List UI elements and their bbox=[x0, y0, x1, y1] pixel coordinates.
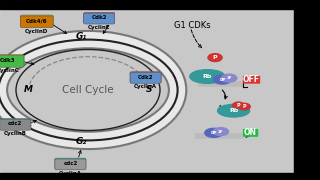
Text: G1 CDKs: G1 CDKs bbox=[174, 21, 211, 30]
Text: CyclinA: CyclinA bbox=[134, 84, 157, 89]
Text: Cell Cycle: Cell Cycle bbox=[62, 85, 114, 95]
Text: Rb: Rb bbox=[229, 108, 238, 113]
Text: P: P bbox=[236, 103, 240, 108]
Text: CyclinE: CyclinE bbox=[88, 25, 110, 30]
FancyBboxPatch shape bbox=[130, 73, 161, 83]
Text: S: S bbox=[146, 86, 152, 94]
Text: 2F: 2F bbox=[226, 76, 232, 80]
Text: cdc2: cdc2 bbox=[63, 161, 77, 166]
Text: ON: ON bbox=[244, 128, 257, 137]
Text: OFF: OFF bbox=[243, 75, 260, 84]
Bar bbox=[0, 173, 320, 180]
Circle shape bbox=[233, 102, 244, 109]
Text: 2F: 2F bbox=[218, 130, 224, 134]
FancyBboxPatch shape bbox=[0, 119, 31, 129]
FancyBboxPatch shape bbox=[0, 56, 24, 67]
Circle shape bbox=[239, 103, 250, 110]
Text: G₂: G₂ bbox=[76, 137, 87, 146]
Bar bbox=[294, 0, 320, 180]
FancyBboxPatch shape bbox=[55, 159, 86, 170]
FancyBboxPatch shape bbox=[55, 158, 86, 169]
Ellipse shape bbox=[213, 128, 228, 136]
Text: Cdk2: Cdk2 bbox=[92, 15, 107, 20]
Ellipse shape bbox=[205, 128, 223, 137]
FancyBboxPatch shape bbox=[20, 15, 53, 27]
Ellipse shape bbox=[221, 74, 237, 82]
Text: P: P bbox=[243, 104, 246, 109]
FancyBboxPatch shape bbox=[84, 12, 115, 23]
Ellipse shape bbox=[190, 70, 225, 83]
Text: CyclinB: CyclinB bbox=[4, 131, 27, 136]
Text: P: P bbox=[213, 55, 217, 60]
FancyBboxPatch shape bbox=[243, 129, 258, 137]
Ellipse shape bbox=[218, 104, 250, 117]
Text: G₁: G₁ bbox=[76, 32, 87, 41]
Text: M: M bbox=[24, 86, 33, 94]
Bar bbox=[0, 0, 320, 9]
Text: Cdk2: Cdk2 bbox=[138, 75, 153, 80]
Text: DP: DP bbox=[211, 131, 217, 135]
Ellipse shape bbox=[213, 75, 231, 84]
Text: CyclinC: CyclinC bbox=[0, 68, 20, 73]
FancyBboxPatch shape bbox=[130, 72, 161, 83]
Text: CyclinA: CyclinA bbox=[59, 171, 82, 176]
FancyBboxPatch shape bbox=[0, 55, 24, 66]
Text: Cdk3: Cdk3 bbox=[0, 58, 16, 63]
Text: CyclinD: CyclinD bbox=[25, 29, 48, 34]
Text: Cdk4/6: Cdk4/6 bbox=[26, 18, 48, 23]
Circle shape bbox=[208, 54, 222, 62]
Text: Rb: Rb bbox=[203, 74, 212, 79]
FancyBboxPatch shape bbox=[20, 16, 53, 28]
Text: DP: DP bbox=[219, 78, 226, 82]
Text: cdc2: cdc2 bbox=[8, 122, 22, 126]
FancyBboxPatch shape bbox=[0, 119, 31, 130]
FancyBboxPatch shape bbox=[84, 13, 115, 24]
FancyBboxPatch shape bbox=[243, 76, 260, 84]
